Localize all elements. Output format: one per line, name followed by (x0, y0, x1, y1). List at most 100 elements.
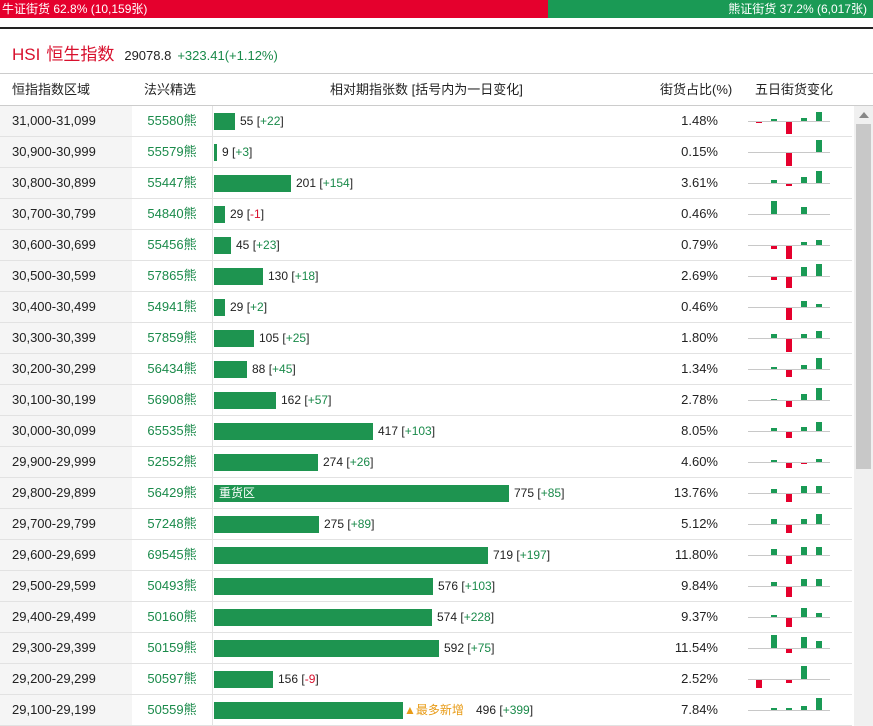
table-row[interactable]: 29,600-29,699 69545熊 719 [+197] 11.80% (0, 540, 852, 571)
table-row[interactable]: 30,000-30,099 65535熊 417 [+103] 8.05% (0, 416, 852, 447)
day-change: -1 (250, 207, 261, 221)
warrant-link[interactable]: 50160熊 (147, 609, 197, 624)
sparkline-bar (816, 459, 822, 462)
warrant-link[interactable]: 50159熊 (147, 640, 197, 655)
warrant-link[interactable]: 57859熊 (147, 330, 197, 345)
warrant-link[interactable]: 54840熊 (147, 206, 197, 221)
warrant-link[interactable]: 56429熊 (147, 485, 197, 500)
sparkline-bar (801, 177, 807, 183)
index-name[interactable]: 恒生指数 (46, 45, 115, 64)
range-cell: 30,900-30,999 (0, 137, 132, 167)
range-cell: 31,000-31,099 (0, 106, 132, 136)
count-bar (214, 454, 318, 471)
sparkline-bar (816, 698, 822, 710)
table-row[interactable]: 30,500-30,599 57865熊 130 [+18] 2.69% (0, 261, 852, 292)
divider (0, 73, 873, 74)
bull-share-label: 牛证街货 62.8% (10,159张) (0, 0, 548, 18)
sparkline-bar (771, 582, 777, 586)
warrant-link[interactable]: 52552熊 (147, 454, 197, 469)
warrant-link[interactable]: 55579熊 (147, 144, 197, 159)
range-cell: 29,200-29,299 (0, 664, 132, 694)
table-row[interactable]: 30,300-30,399 57859熊 105 [+25] 1.80% (0, 323, 852, 354)
sparkline-baseline (748, 369, 830, 370)
count-number: 156 (278, 672, 299, 686)
table-row[interactable]: 30,900-30,999 55579熊 9 [+3] 0.15% (0, 137, 852, 168)
warrant-link[interactable]: 50493熊 (147, 578, 197, 593)
table-row[interactable]: 30,700-30,799 54840熊 29 [-1] 0.46% (0, 199, 852, 230)
range-cell: 30,700-30,799 (0, 199, 132, 229)
sparkline-baseline (748, 617, 830, 618)
warrant-link[interactable]: 65535熊 (147, 423, 197, 438)
warrant-link[interactable]: 55447熊 (147, 175, 197, 190)
table-row[interactable]: 29,400-29,499 50160熊 574 [+228] 9.37% (0, 602, 852, 633)
share-cell: 0.15% (681, 144, 718, 159)
sparkline-bar (786, 463, 792, 468)
table-row[interactable]: 29,200-29,299 50597熊 156 [-9] 2.52% (0, 664, 852, 695)
sparkline-bar (771, 428, 777, 431)
relative-count-cell: 45 [+23] (212, 230, 652, 260)
table-row[interactable]: 30,200-30,299 56434熊 88 [+45] 1.34% (0, 354, 852, 385)
count-value: 156 [-9] (278, 672, 319, 686)
count-bar (214, 113, 235, 130)
relative-count-cell: 156 [-9] (212, 664, 652, 694)
day-change: +197 (519, 548, 547, 562)
sparkline-baseline (748, 245, 830, 246)
table-row[interactable]: 30,100-30,199 56908熊 162 [+57] 2.78% (0, 385, 852, 416)
warrant-link[interactable]: 50559熊 (147, 702, 197, 717)
count-bar (214, 237, 231, 254)
sparkline-bar (771, 615, 777, 617)
share-cell: 4.60% (681, 454, 718, 469)
five-day-sparkline (748, 137, 832, 167)
day-change: +26 (349, 455, 371, 469)
warrant-link[interactable]: 57248熊 (147, 516, 197, 531)
sparkline-bar (816, 613, 822, 617)
five-day-sparkline (748, 354, 832, 384)
warrant-link[interactable]: 57865熊 (147, 268, 197, 283)
count-bar (214, 144, 217, 161)
relative-count-cell: ▲最多新增 496 [+399] (212, 695, 652, 725)
sparkline-bar (771, 246, 777, 249)
count-value: 719 [+197] (493, 548, 551, 562)
sparkline-bar (801, 547, 807, 555)
table-row[interactable]: 29,700-29,799 57248熊 275 [+89] 5.12% (0, 509, 852, 540)
warrant-link[interactable]: 56908熊 (147, 392, 197, 407)
sparkline-bar (786, 122, 792, 134)
five-day-sparkline (748, 509, 832, 539)
five-day-sparkline (748, 261, 832, 291)
warrant-link[interactable]: 55456熊 (147, 237, 197, 252)
sparkline-bar (801, 608, 807, 617)
warrant-link[interactable]: 56434熊 (147, 361, 197, 376)
scroll-up-icon[interactable] (859, 112, 869, 118)
count-bar (214, 423, 373, 440)
relative-count-cell: 88 [+45] (212, 354, 652, 384)
count-bar (214, 299, 225, 316)
sparkline-bar (801, 334, 807, 338)
warrant-link[interactable]: 55580熊 (147, 113, 197, 128)
range-cell: 29,600-29,699 (0, 540, 132, 570)
scrollbar[interactable] (854, 106, 873, 726)
warrant-link[interactable]: 50597熊 (147, 671, 197, 686)
table-row[interactable]: 29,100-29,199 50559熊 ▲最多新增 496 [+399] 7.84% (0, 695, 852, 726)
table-row[interactable]: 30,800-30,899 55447熊 201 [+154] 3.61% (0, 168, 852, 199)
table-row[interactable]: 29,300-29,399 50159熊 592 [+75] 11.54% (0, 633, 852, 664)
sparkline-bar (816, 112, 822, 121)
count-number: 55 (240, 114, 254, 128)
warrant-link[interactable]: 54941熊 (147, 299, 197, 314)
count-value: 574 [+228] (437, 610, 495, 624)
share-cell: 5.12% (681, 516, 718, 531)
sparkline-baseline (748, 431, 830, 432)
table-row[interactable]: 31,000-31,099 55580熊 55 [+22] 1.48% (0, 106, 852, 137)
sparkline-bar (816, 331, 822, 338)
table-row[interactable]: 29,900-29,999 52552熊 274 [+26] 4.60% (0, 447, 852, 478)
share-cell: 2.69% (681, 268, 718, 283)
range-cell: 30,300-30,399 (0, 323, 132, 353)
index-code[interactable]: HSI (12, 45, 41, 64)
table-row[interactable]: 29,800-29,899 56429熊 重货区 775 [+85] 13.76% (0, 478, 852, 509)
scrollbar-thumb[interactable] (856, 124, 871, 469)
table-row[interactable]: 30,400-30,499 54941熊 29 [+2] 0.46% (0, 292, 852, 323)
table-row[interactable]: 30,600-30,699 55456熊 45 [+23] 0.79% (0, 230, 852, 261)
sparkline-bar (816, 579, 822, 586)
warrant-link[interactable]: 69545熊 (147, 547, 197, 562)
table-row[interactable]: 29,500-29,599 50493熊 576 [+103] 9.84% (0, 571, 852, 602)
sparkline-bar (801, 463, 807, 464)
